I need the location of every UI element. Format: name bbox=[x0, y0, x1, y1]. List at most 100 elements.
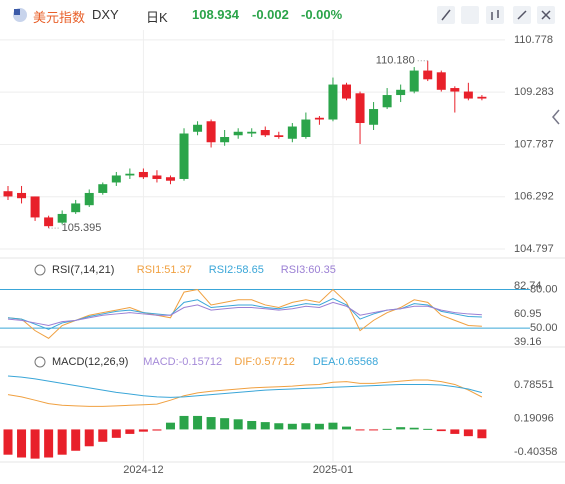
macd-bar bbox=[274, 423, 284, 430]
y-tick-label: -0.40358 bbox=[514, 446, 557, 458]
series-line bbox=[7, 301, 482, 327]
macd-bar bbox=[301, 423, 311, 430]
candle-body bbox=[44, 217, 54, 227]
macd-bar bbox=[111, 429, 121, 438]
candle-body bbox=[274, 135, 284, 138]
symbol-selector[interactable]: DXY bbox=[92, 7, 119, 22]
macd-bar bbox=[17, 429, 27, 458]
indicator-title: RSI(7,14,21) bbox=[52, 264, 114, 276]
macd-bar bbox=[423, 428, 433, 430]
annotation: 105.395 bbox=[62, 222, 102, 234]
y-tick-label: 109.283 bbox=[514, 86, 554, 98]
y-tick-label: 104.797 bbox=[514, 243, 554, 255]
legend-entry: DEA:0.65568 bbox=[313, 356, 378, 368]
candle-body bbox=[138, 171, 148, 178]
candle-body bbox=[30, 196, 40, 218]
macd-bar bbox=[369, 429, 379, 431]
macd-bar bbox=[125, 429, 135, 434]
y-tick-label: 82.74 bbox=[514, 280, 542, 292]
candle-body bbox=[17, 192, 27, 199]
change-pct: -0.00% bbox=[301, 7, 343, 22]
icon bbox=[517, 10, 551, 20]
macd-bar bbox=[396, 427, 406, 430]
macd-bar bbox=[342, 426, 351, 430]
candle-body bbox=[193, 124, 203, 132]
candle-body bbox=[382, 95, 392, 108]
macd-bar bbox=[328, 422, 338, 430]
x-tick-label: 2024-12 bbox=[123, 464, 163, 476]
macd-bar bbox=[179, 415, 189, 430]
macd-bar bbox=[71, 429, 81, 451]
macd-bar bbox=[84, 429, 94, 447]
candle-body bbox=[206, 121, 216, 143]
change: -0.002 bbox=[252, 7, 289, 22]
candle-body bbox=[355, 93, 365, 124]
y-tick-label: 106.292 bbox=[514, 191, 554, 203]
candle-body bbox=[71, 203, 81, 213]
flag-icon bbox=[14, 9, 20, 15]
macd-bar bbox=[233, 419, 243, 430]
legend-entry: MACD:-0.15712 bbox=[143, 356, 222, 368]
candle-body bbox=[247, 131, 257, 134]
macd-bar bbox=[314, 423, 324, 430]
macd-bar bbox=[3, 429, 13, 455]
candle-body bbox=[463, 91, 473, 99]
candle-body bbox=[436, 72, 446, 90]
candle-body bbox=[111, 175, 121, 183]
macd-bar bbox=[220, 418, 230, 430]
candle-body bbox=[409, 70, 419, 92]
macd-bar bbox=[152, 429, 162, 431]
legend-entry: RSI2:58.65 bbox=[209, 264, 264, 276]
candle-body bbox=[84, 192, 94, 206]
candle-button[interactable] bbox=[486, 6, 504, 24]
index-name: 美元指数 bbox=[33, 10, 86, 25]
macd-bar bbox=[98, 429, 108, 442]
price: 108.934 bbox=[192, 7, 239, 22]
candle-body bbox=[3, 191, 13, 197]
x-tick-label: 2025-01 bbox=[313, 464, 353, 476]
candle-body bbox=[328, 84, 338, 120]
candle-body bbox=[477, 96, 487, 99]
series-line bbox=[7, 288, 482, 339]
macd-bar bbox=[436, 429, 446, 432]
macd-bar bbox=[193, 415, 203, 430]
y-tick-label: 60.95 bbox=[514, 308, 542, 320]
y-tick-label: 110.778 bbox=[514, 34, 553, 46]
candle-body bbox=[342, 84, 351, 99]
series-line bbox=[7, 375, 483, 398]
macd-bar bbox=[450, 429, 460, 434]
candle-body bbox=[125, 173, 135, 176]
candle-body bbox=[165, 177, 175, 181]
macd-bar bbox=[260, 422, 270, 430]
macd-bar bbox=[477, 429, 487, 439]
candle-body bbox=[57, 213, 67, 223]
candle-body bbox=[369, 109, 379, 125]
candle-body bbox=[220, 137, 230, 143]
indicator-button[interactable] bbox=[461, 6, 479, 24]
macd-bar bbox=[206, 417, 216, 430]
candle-body bbox=[287, 126, 297, 139]
y-tick-label: 39.16 bbox=[514, 336, 542, 348]
candle-body bbox=[98, 184, 108, 193]
macd-bar bbox=[30, 429, 40, 459]
period-selector[interactable]: 日K bbox=[146, 10, 168, 25]
y-tick-label: 107.787 bbox=[514, 138, 554, 150]
y-tick-label: 0.19096 bbox=[514, 413, 554, 425]
series-line bbox=[7, 297, 482, 330]
macd-bar bbox=[44, 429, 54, 458]
icon bbox=[441, 9, 499, 21]
candle-body bbox=[423, 70, 433, 80]
candle-body bbox=[260, 130, 270, 136]
candle-body bbox=[233, 131, 243, 136]
indicator-title: MACD(12,26,9) bbox=[52, 356, 128, 368]
settings-icon bbox=[34, 356, 46, 368]
candle-body bbox=[314, 117, 324, 120]
macd-bar bbox=[138, 429, 148, 432]
collapse-arrow[interactable] bbox=[552, 109, 560, 125]
legend-entry: RSI1:51.37 bbox=[137, 264, 192, 276]
settings-icon bbox=[34, 264, 46, 276]
macd-bar bbox=[57, 429, 67, 455]
macd-bar bbox=[409, 427, 419, 430]
